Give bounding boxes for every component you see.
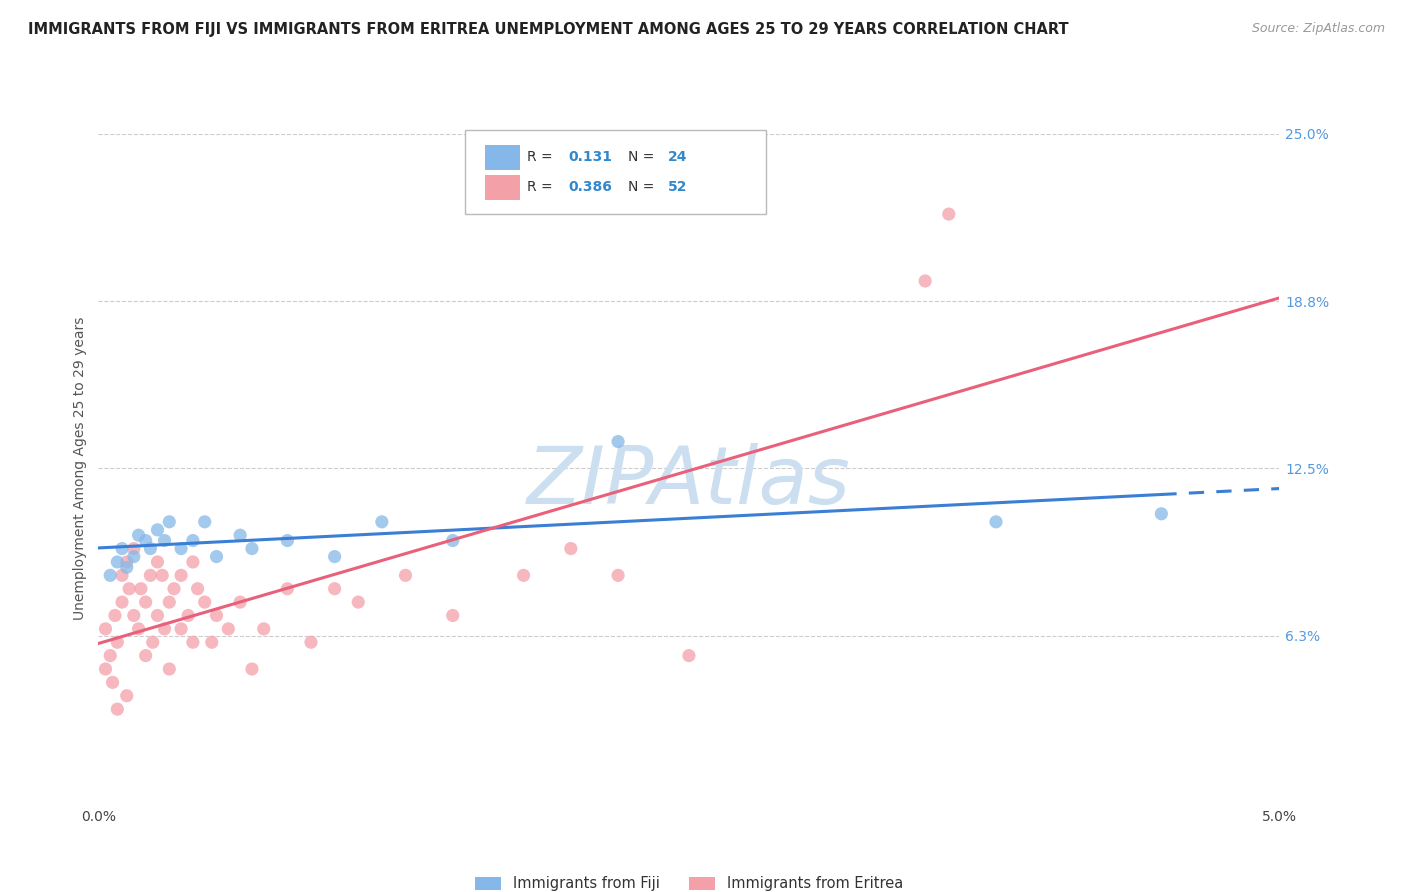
Point bbox=[217, 622, 239, 636]
Point bbox=[118, 582, 141, 596]
Point bbox=[163, 582, 186, 596]
Point bbox=[135, 595, 157, 609]
Point bbox=[177, 608, 200, 623]
Point bbox=[607, 568, 630, 582]
Point bbox=[111, 595, 134, 609]
Point bbox=[253, 622, 276, 636]
FancyBboxPatch shape bbox=[485, 145, 520, 170]
Point bbox=[371, 515, 394, 529]
Point bbox=[205, 608, 228, 623]
Point bbox=[115, 555, 138, 569]
Text: 0.386: 0.386 bbox=[568, 180, 613, 194]
Point bbox=[128, 622, 150, 636]
Point bbox=[153, 533, 176, 548]
Point bbox=[512, 568, 534, 582]
Point bbox=[101, 675, 124, 690]
FancyBboxPatch shape bbox=[464, 130, 766, 214]
Point bbox=[914, 274, 936, 288]
Point bbox=[98, 648, 121, 663]
Point bbox=[170, 541, 193, 556]
Point bbox=[240, 662, 263, 676]
FancyBboxPatch shape bbox=[485, 175, 520, 200]
Point bbox=[157, 595, 180, 609]
Point bbox=[146, 523, 169, 537]
Point bbox=[98, 568, 121, 582]
Point bbox=[938, 207, 960, 221]
Point bbox=[150, 568, 173, 582]
Point bbox=[441, 533, 464, 548]
Point bbox=[229, 528, 252, 542]
Point bbox=[105, 555, 128, 569]
Point bbox=[105, 702, 128, 716]
Point bbox=[394, 568, 416, 582]
Point bbox=[984, 515, 1007, 529]
Point bbox=[94, 622, 117, 636]
Text: Source: ZipAtlas.com: Source: ZipAtlas.com bbox=[1251, 22, 1385, 36]
Point bbox=[139, 568, 162, 582]
Point bbox=[323, 582, 346, 596]
Point bbox=[170, 568, 193, 582]
Point bbox=[115, 560, 138, 574]
Point bbox=[276, 582, 298, 596]
Point bbox=[194, 515, 217, 529]
Point bbox=[170, 622, 193, 636]
Point bbox=[115, 689, 138, 703]
Point bbox=[201, 635, 224, 649]
Text: IMMIGRANTS FROM FIJI VS IMMIGRANTS FROM ERITREA UNEMPLOYMENT AMONG AGES 25 TO 29: IMMIGRANTS FROM FIJI VS IMMIGRANTS FROM … bbox=[28, 22, 1069, 37]
Text: 24: 24 bbox=[668, 150, 688, 164]
Point bbox=[157, 515, 180, 529]
Point bbox=[157, 662, 180, 676]
Text: 52: 52 bbox=[668, 180, 688, 194]
Point bbox=[323, 549, 346, 564]
Point bbox=[104, 608, 127, 623]
Point bbox=[105, 635, 128, 649]
Point bbox=[128, 528, 150, 542]
Point bbox=[181, 635, 204, 649]
Point bbox=[205, 549, 228, 564]
Point bbox=[347, 595, 370, 609]
Point bbox=[229, 595, 252, 609]
Point bbox=[94, 662, 117, 676]
Point bbox=[607, 434, 630, 449]
Point bbox=[111, 541, 134, 556]
Point bbox=[181, 533, 204, 548]
Point bbox=[299, 635, 322, 649]
Point bbox=[1150, 507, 1173, 521]
Point bbox=[678, 648, 700, 663]
Point bbox=[122, 549, 145, 564]
Point bbox=[276, 533, 298, 548]
Point bbox=[560, 541, 582, 556]
Point bbox=[135, 533, 157, 548]
Point bbox=[139, 541, 162, 556]
Y-axis label: Unemployment Among Ages 25 to 29 years: Unemployment Among Ages 25 to 29 years bbox=[73, 317, 87, 620]
Text: N =: N = bbox=[627, 180, 658, 194]
Text: R =: R = bbox=[527, 180, 557, 194]
Point bbox=[441, 608, 464, 623]
Point bbox=[146, 608, 169, 623]
Point bbox=[194, 595, 217, 609]
Point bbox=[187, 582, 209, 596]
Point bbox=[122, 608, 145, 623]
Point bbox=[146, 555, 169, 569]
Point bbox=[129, 582, 152, 596]
Text: R =: R = bbox=[527, 150, 557, 164]
Point bbox=[153, 622, 176, 636]
Text: 0.131: 0.131 bbox=[568, 150, 613, 164]
Point bbox=[135, 648, 157, 663]
Legend: Immigrants from Fiji, Immigrants from Eritrea: Immigrants from Fiji, Immigrants from Er… bbox=[470, 871, 908, 892]
Text: ZIPAtlas: ZIPAtlas bbox=[527, 442, 851, 521]
Point bbox=[142, 635, 165, 649]
Point bbox=[240, 541, 263, 556]
Point bbox=[111, 568, 134, 582]
Point bbox=[122, 541, 145, 556]
Text: N =: N = bbox=[627, 150, 658, 164]
Point bbox=[181, 555, 204, 569]
